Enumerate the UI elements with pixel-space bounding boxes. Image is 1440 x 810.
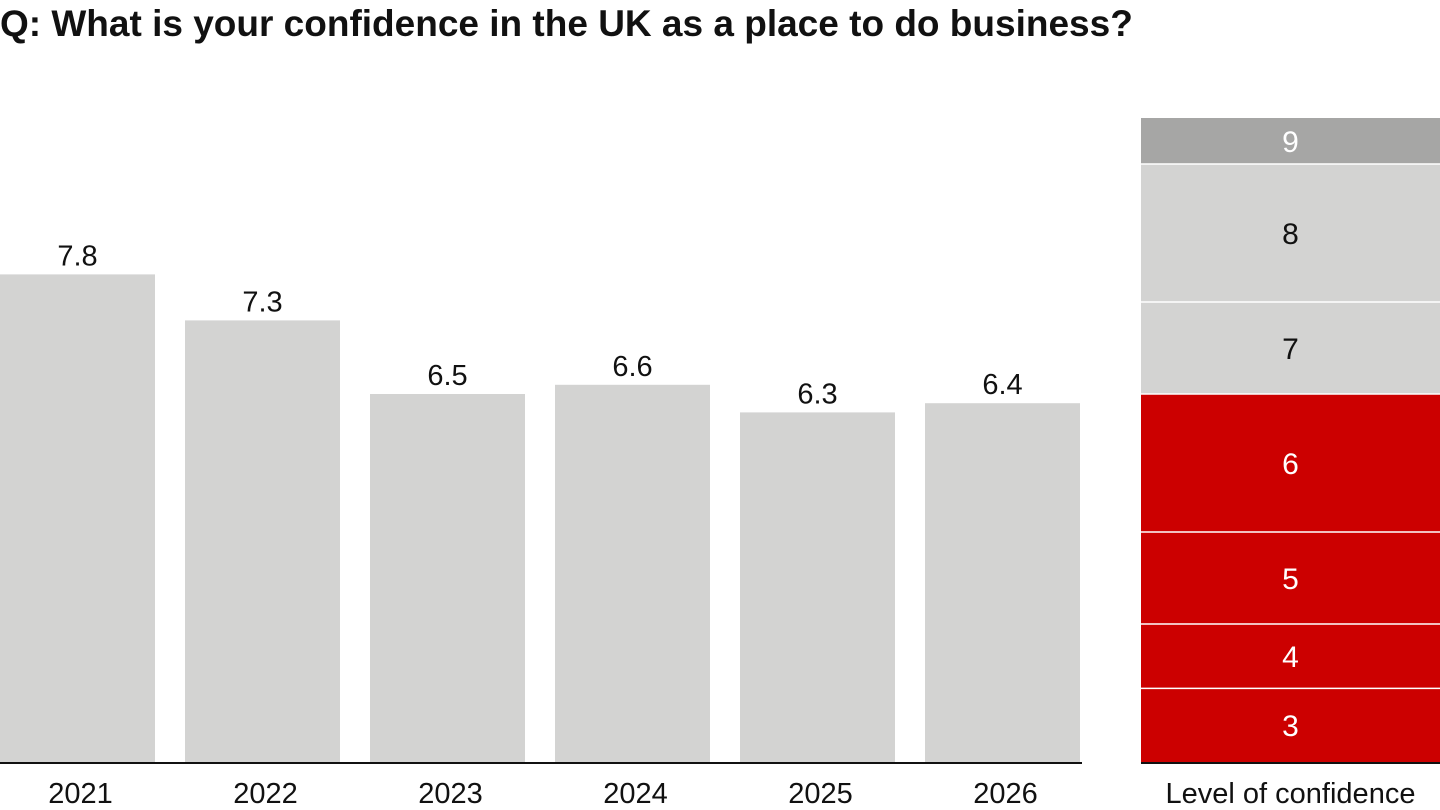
scale-segment-label: 3 — [1282, 710, 1299, 743]
scale-segment-label: 6 — [1282, 448, 1299, 481]
scale-segment-7 — [1141, 302, 1440, 394]
scale-segment-label: 7 — [1282, 333, 1299, 366]
scale-segment-9 — [1141, 118, 1440, 164]
bar-value-label: 6.6 — [612, 351, 652, 383]
scale-segment-3 — [1141, 688, 1440, 762]
bar-value-label: 6.4 — [982, 369, 1022, 401]
scale-segment-4 — [1141, 624, 1440, 689]
scale-segment-8 — [1141, 164, 1440, 302]
x-tick-label: 2025 — [788, 778, 853, 810]
x-tick-label: 2023 — [418, 778, 483, 810]
scale-segment-label: 9 — [1282, 126, 1299, 159]
x-tick-label: 2026 — [973, 778, 1038, 810]
x-tick-label: 2024 — [603, 778, 668, 810]
scale-axis-label: Level of confidence — [1166, 778, 1416, 810]
scale-segment-label: 4 — [1282, 641, 1299, 674]
x-tick-label: 2022 — [233, 778, 298, 810]
bar-value-label: 6.5 — [427, 360, 467, 392]
bar-value-label: 7.3 — [242, 286, 282, 318]
bar-2024 — [555, 384, 710, 762]
bar-2022 — [185, 320, 340, 762]
confidence-scale: 9 8 7 6 5 4 3 Level of confidence — [1141, 118, 1440, 810]
scale-segment-6 — [1141, 394, 1440, 532]
scale-segment-label: 8 — [1282, 218, 1299, 251]
bar-2023 — [370, 394, 525, 762]
bar-2025 — [740, 412, 895, 762]
bar-value-label: 6.3 — [797, 378, 837, 410]
scale-segment-label: 5 — [1282, 563, 1299, 596]
bar-2026 — [925, 403, 1080, 762]
bar-2021 — [0, 274, 155, 762]
x-tick-label: 2021 — [48, 778, 113, 810]
bar-value-label: 7.8 — [57, 240, 97, 272]
scale-segment-5 — [1141, 532, 1440, 624]
yearly-bar-chart: 7.8 2021 7.3 2022 6.5 2023 6.6 2024 6.3 2025 6.4 20… — [0, 240, 1082, 810]
chart-title: Q: What is your confidence in the UK as … — [0, 3, 1133, 44]
